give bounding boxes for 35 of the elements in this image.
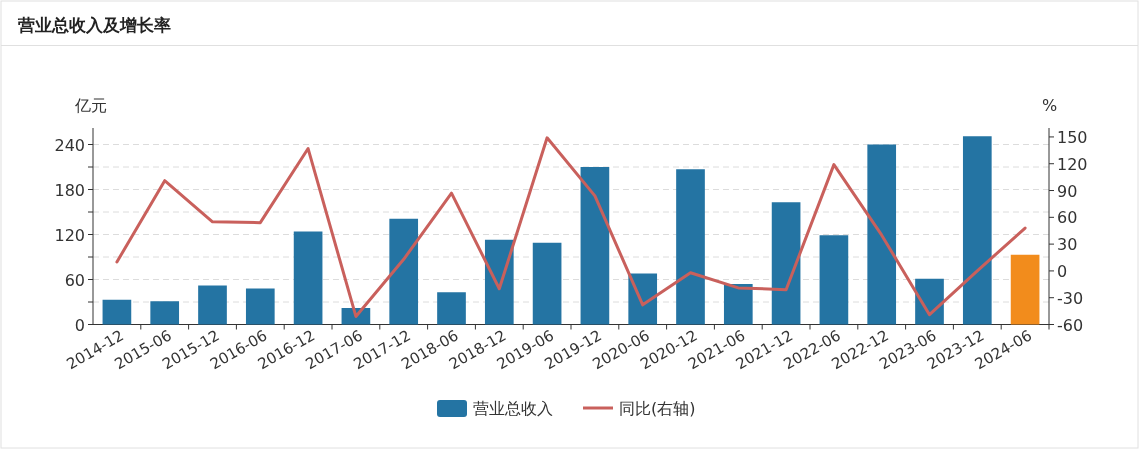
- y2-axis-title: %: [1042, 96, 1058, 115]
- y-tick-label: 0: [74, 315, 85, 335]
- chart-title: 营业总收入及增长率: [17, 15, 171, 35]
- bar: [198, 285, 227, 325]
- y-axis-title: 亿元: [74, 96, 107, 115]
- bar: [532, 242, 562, 325]
- y-tick-label: 240: [54, 135, 85, 155]
- y-tick-label: 60: [64, 270, 85, 290]
- bar: [150, 301, 180, 325]
- bar: [676, 169, 705, 325]
- bar: [245, 288, 275, 325]
- bar: [962, 136, 992, 325]
- bar: [580, 167, 610, 325]
- bar: [819, 235, 849, 325]
- y2-tick-label: 60: [1057, 208, 1078, 228]
- bar: [867, 144, 897, 325]
- y2-tick-label: -60: [1057, 315, 1084, 335]
- y2-tick-label: 150: [1057, 127, 1088, 147]
- y2-tick-label: 30: [1057, 235, 1078, 255]
- legend-label: 同比(右轴): [619, 399, 696, 418]
- legend-label: 营业总收入: [473, 399, 553, 418]
- y-tick-label: 120: [54, 225, 85, 245]
- bar: [389, 218, 419, 325]
- bar: [293, 231, 323, 325]
- bar: [1010, 254, 1040, 325]
- line-series: [115, 136, 1027, 318]
- y2-tick-label: 90: [1057, 181, 1078, 201]
- y2-tick-label: 0: [1057, 261, 1068, 281]
- bar: [102, 299, 132, 325]
- y-tick-label: 180: [54, 180, 85, 200]
- bar: [723, 284, 753, 325]
- bar: [771, 202, 801, 325]
- y2-tick-label: 120: [1057, 154, 1088, 174]
- bar: [437, 292, 466, 325]
- y2-tick-label: -30: [1057, 288, 1084, 308]
